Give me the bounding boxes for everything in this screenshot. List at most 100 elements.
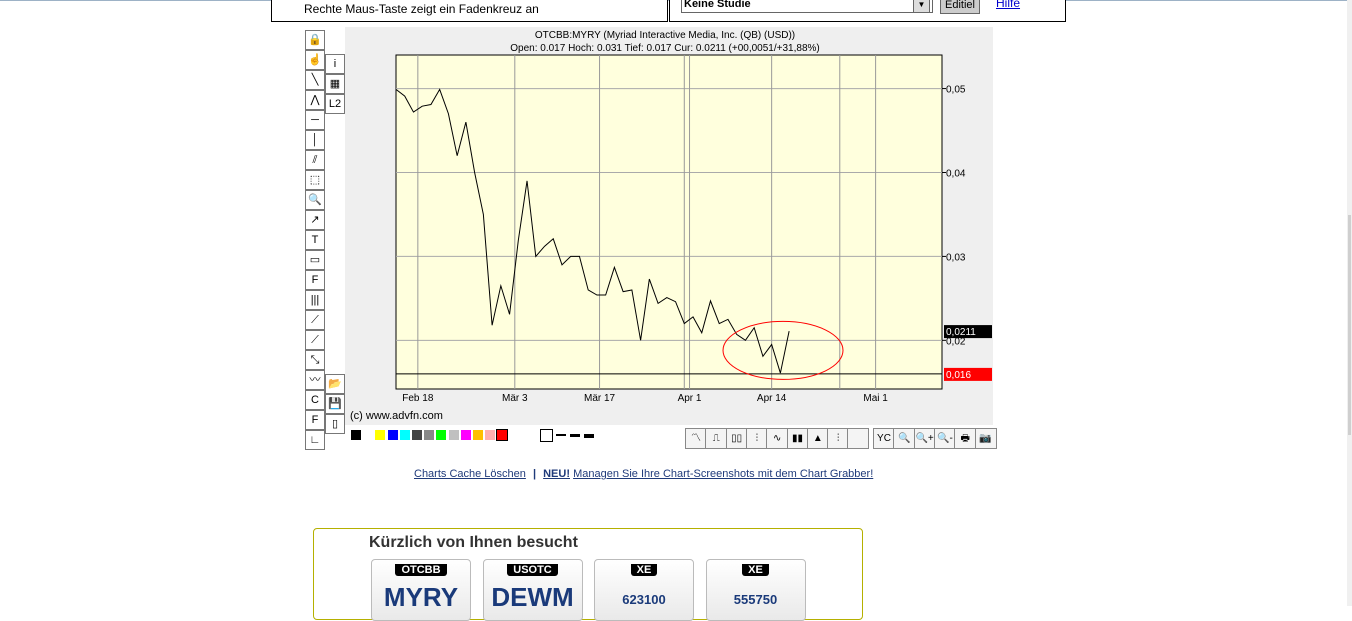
separator: | bbox=[532, 468, 537, 480]
save-icon[interactable]: 💾 bbox=[325, 394, 345, 414]
y-tick-label: 0,04 bbox=[946, 168, 966, 179]
color-swatch[interactable] bbox=[424, 430, 435, 440]
open-icon[interactable]: 📂 bbox=[325, 374, 345, 394]
visited-card[interactable]: OTCBB MYRY bbox=[371, 559, 471, 621]
color-swatch[interactable] bbox=[460, 430, 471, 440]
low-price-label: 0,016 bbox=[946, 370, 971, 381]
chart-grabber-link[interactable]: Managen Sie Ihre Chart-Screenshots mit d… bbox=[573, 468, 874, 480]
l2-dark-icon[interactable]: ▦ bbox=[325, 74, 345, 94]
market-badge: XE bbox=[630, 564, 658, 576]
help-link[interactable]: Hilfe bbox=[996, 0, 1021, 10]
fib-lines-icon[interactable]: F bbox=[305, 410, 325, 430]
rectangle-icon[interactable]: ⬚ bbox=[305, 170, 325, 190]
l2-icon[interactable]: L2 bbox=[325, 94, 345, 114]
price-line bbox=[395, 88, 790, 374]
color-swatch[interactable] bbox=[473, 430, 483, 440]
note-icon[interactable]: ▭ bbox=[305, 250, 325, 270]
bar-color-icon[interactable]: ⫶ bbox=[827, 428, 850, 449]
color-swatch[interactable] bbox=[375, 430, 386, 440]
chart-title-text: OTCBB:MYRY (Myriad Interactive Media, In… bbox=[534, 30, 796, 41]
visited-card[interactable]: XE 623100 bbox=[594, 559, 694, 621]
market-badge: OTCBB bbox=[395, 564, 447, 576]
highlight-ellipse bbox=[722, 320, 844, 380]
histogram-icon[interactable]: ▲ bbox=[806, 428, 829, 449]
measure-icon[interactable]: ⤡ bbox=[305, 350, 325, 370]
step-chart-icon[interactable]: ⎍ bbox=[705, 428, 728, 449]
screenshot-icon[interactable]: 📷 bbox=[974, 428, 997, 449]
price-chart[interactable]: 0,05 0,04 0,03 0,02 Feb 18 Mär 3 Mär 17 Apr 1 Ap… bbox=[0, 0, 1000, 420]
parallel-icon[interactable]: ⫽ bbox=[305, 150, 325, 170]
links-row: Charts Cache Löschen | NEU! Managen Sie … bbox=[414, 468, 873, 480]
color-swatch[interactable] bbox=[363, 430, 374, 440]
line-style-option[interactable] bbox=[556, 434, 566, 436]
new-label: NEU! bbox=[543, 468, 570, 480]
candlestick-icon[interactable]: ▯▯ bbox=[725, 428, 748, 449]
line-style-option[interactable] bbox=[540, 429, 553, 442]
zoom-fit-icon[interactable]: 🔍 bbox=[893, 428, 916, 449]
copyright: (c) www.advfn.com bbox=[350, 410, 443, 422]
fibonacci-icon[interactable]: F bbox=[305, 270, 325, 290]
arrow-icon[interactable]: ↗ bbox=[305, 210, 325, 230]
chart-subtitle: Open: 0.017 Hoch: 0.031 Tief: 0.017 Cur:… bbox=[510, 43, 820, 54]
line-style-option[interactable] bbox=[570, 434, 580, 437]
horizontal-line-icon[interactable]: ─ bbox=[305, 110, 325, 130]
market-badge: XE bbox=[742, 564, 769, 576]
zoom-out-icon[interactable]: 🔍- bbox=[933, 428, 956, 449]
hint-text: Rechte Maus-Taste zeigt ein Fadenkreuz a… bbox=[304, 2, 539, 16]
line-style-option[interactable] bbox=[584, 434, 594, 438]
color-swatch[interactable] bbox=[496, 429, 509, 441]
recently-visited-title: Kürzlich von Ihnen besucht bbox=[369, 534, 578, 551]
fan-icon[interactable]: ⟋ bbox=[305, 310, 325, 330]
market-badge: USOTC bbox=[507, 564, 558, 576]
angle-icon[interactable]: ∟ bbox=[305, 430, 325, 450]
info-icon[interactable]: i bbox=[325, 54, 345, 74]
current-price-box bbox=[944, 325, 992, 339]
color-swatch[interactable] bbox=[412, 430, 422, 440]
x-tick-label: Mai 1 bbox=[863, 393, 888, 404]
indicator-icon[interactable]: 〰 bbox=[305, 370, 325, 390]
edit-button[interactable]: Editiel bbox=[940, 0, 980, 14]
vertical-line-icon[interactable]: │ bbox=[305, 130, 325, 150]
line-chart-icon[interactable]: 〽 bbox=[685, 428, 707, 449]
text-icon[interactable]: T bbox=[305, 230, 325, 250]
visited-card[interactable]: XE 555750 bbox=[705, 559, 806, 621]
color-swatch[interactable] bbox=[399, 430, 410, 440]
volume-bars-icon[interactable]: ▮▮ bbox=[786, 428, 809, 449]
bars-icon[interactable]: ||| bbox=[305, 290, 325, 310]
x-tick-label: Feb 18 bbox=[402, 393, 434, 404]
y-tick-label: 0,05 bbox=[946, 85, 966, 96]
color-swatch[interactable] bbox=[436, 430, 447, 440]
visited-card[interactable]: USOTC DEWM bbox=[482, 559, 583, 621]
symbol: 623100 bbox=[622, 592, 666, 607]
yc-icon[interactable]: YC bbox=[873, 428, 895, 449]
color-swatch[interactable] bbox=[351, 430, 361, 440]
color-swatch[interactable] bbox=[485, 430, 496, 440]
clear-cache-link[interactable]: Charts Cache Löschen bbox=[414, 468, 526, 480]
scrollbar-thumb[interactable] bbox=[1348, 215, 1351, 435]
chart-title: OTCBB:MYRY (Myriad Interactive Media, In… bbox=[345, 29, 985, 55]
blank-icon[interactable] bbox=[847, 428, 870, 449]
lock-icon[interactable]: 🔒 bbox=[305, 30, 325, 50]
mountain-icon[interactable]: ∿ bbox=[766, 428, 789, 449]
pointer-icon[interactable]: ☝ bbox=[305, 50, 325, 70]
hint-box: Rechte Maus-Taste zeigt ein Fadenkreuz a… bbox=[271, 0, 668, 22]
x-tick-label: Apr 14 bbox=[757, 393, 787, 404]
x-tick-label: Mär 17 bbox=[584, 393, 616, 404]
ohlc-icon[interactable]: ⫶ bbox=[745, 428, 768, 449]
line-icon[interactable]: ╲ bbox=[305, 70, 325, 90]
y-tick-label: 0,02 bbox=[946, 336, 966, 347]
page-icon[interactable]: ▯ bbox=[325, 414, 345, 434]
print-icon[interactable]: 🖶 bbox=[954, 428, 977, 449]
color-swatch[interactable] bbox=[387, 430, 398, 440]
cycle-icon[interactable]: C bbox=[305, 390, 325, 410]
zoom-in-icon[interactable]: 🔍+ bbox=[913, 428, 936, 449]
plot-area bbox=[395, 54, 943, 390]
color-swatch[interactable] bbox=[448, 430, 459, 440]
y-tick-label: 0,03 bbox=[946, 252, 966, 263]
triangle-icon[interactable]: ⋀ bbox=[305, 90, 325, 110]
study-select[interactable]: Keine Studie bbox=[681, 0, 933, 13]
zoom-icon[interactable]: 🔍 bbox=[305, 190, 325, 210]
fan-alt-icon[interactable]: ⟋ bbox=[305, 330, 325, 350]
low-price-box bbox=[944, 367, 992, 381]
dropdown-arrow-icon[interactable]: ▼ bbox=[913, 0, 930, 13]
